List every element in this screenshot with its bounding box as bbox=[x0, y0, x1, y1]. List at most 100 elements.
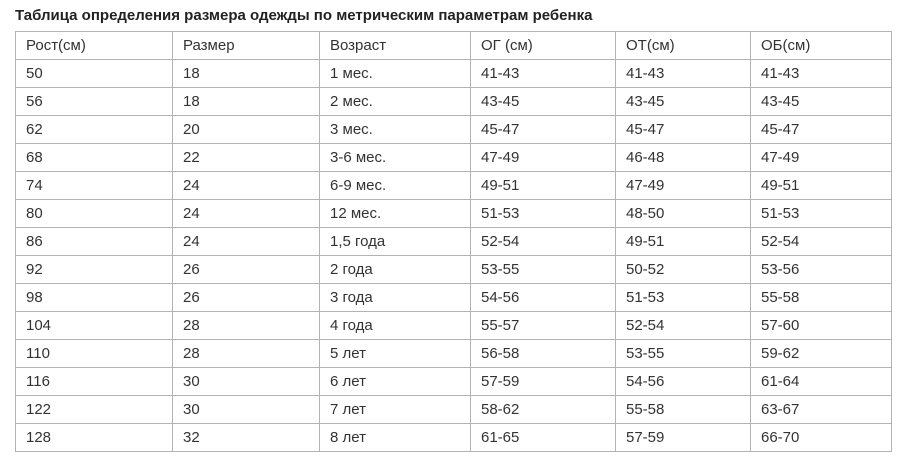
table-cell: 45-47 bbox=[615, 115, 751, 144]
table-cell: 50-52 bbox=[615, 255, 751, 284]
table-body: 50 18 1 мес. 41-43 41-43 41-43 56 18 2 мес. 43-45… bbox=[15, 59, 892, 452]
table-cell: 43-45 bbox=[470, 87, 616, 116]
table-cell: 80 bbox=[15, 199, 173, 228]
table-cell: 8 лет bbox=[319, 423, 471, 452]
table-cell: 26 bbox=[172, 255, 320, 284]
table-cell: 2 мес. bbox=[319, 87, 471, 116]
table-cell: 43-45 bbox=[615, 87, 751, 116]
table-cell: 3 мес. bbox=[319, 115, 471, 144]
table-row: 92 26 2 года 53-55 50-52 53-56 bbox=[15, 255, 892, 284]
table-cell: 28 bbox=[172, 311, 320, 340]
table-cell: 92 bbox=[15, 255, 173, 284]
column-header: Возраст bbox=[319, 31, 471, 60]
table-cell: 54-56 bbox=[470, 283, 616, 312]
table-cell: 1,5 года bbox=[319, 227, 471, 256]
table-cell: 53-55 bbox=[470, 255, 616, 284]
table-cell: 1 мес. bbox=[319, 59, 471, 88]
table-row: 128 32 8 лет 61-65 57-59 66-70 bbox=[15, 423, 892, 452]
size-table: Рост(см) Размер Возраст ОГ (см) ОТ(см) ОБ(см)… bbox=[15, 31, 892, 452]
table-row: 86 24 1,5 года 52-54 49-51 52-54 bbox=[15, 227, 892, 256]
table-row: 56 18 2 мес. 43-45 43-45 43-45 bbox=[15, 87, 892, 116]
table-cell: 110 bbox=[15, 339, 173, 368]
table-cell: 57-60 bbox=[750, 311, 892, 340]
table-cell: 56-58 bbox=[470, 339, 616, 368]
column-header: ОГ (см) bbox=[470, 31, 616, 60]
table-cell: 104 bbox=[15, 311, 173, 340]
table-cell: 5 лет bbox=[319, 339, 471, 368]
table-row: 98 26 3 года 54-56 51-53 55-58 bbox=[15, 283, 892, 312]
table-cell: 128 bbox=[15, 423, 173, 452]
table-cell: 47-49 bbox=[750, 143, 892, 172]
table-row: 62 20 3 мес. 45-47 45-47 45-47 bbox=[15, 115, 892, 144]
table-cell: 52-54 bbox=[615, 311, 751, 340]
table-cell: 24 bbox=[172, 171, 320, 200]
page-title: Таблица определения размера одежды по ме… bbox=[15, 7, 593, 24]
table-cell: 55-58 bbox=[750, 283, 892, 312]
table-cell: 52-54 bbox=[750, 227, 892, 256]
table-cell: 53-55 bbox=[615, 339, 751, 368]
table-cell: 3-6 мес. bbox=[319, 143, 471, 172]
table-cell: 66-70 bbox=[750, 423, 892, 452]
table-row: 104 28 4 года 55-57 52-54 57-60 bbox=[15, 311, 892, 340]
table-cell: 41-43 bbox=[470, 59, 616, 88]
table-cell: 98 bbox=[15, 283, 173, 312]
table-cell: 51-53 bbox=[615, 283, 751, 312]
table-header-row: Рост(см) Размер Возраст ОГ (см) ОТ(см) ОБ(см) bbox=[15, 31, 892, 60]
table-cell: 122 bbox=[15, 395, 173, 424]
table-cell: 24 bbox=[172, 227, 320, 256]
table-cell: 41-43 bbox=[615, 59, 751, 88]
table-cell: 50 bbox=[15, 59, 173, 88]
table-cell: 53-56 bbox=[750, 255, 892, 284]
table-cell: 45-47 bbox=[750, 115, 892, 144]
table-cell: 86 bbox=[15, 227, 173, 256]
table-row: 122 30 7 лет 58-62 55-58 63-67 bbox=[15, 395, 892, 424]
table-row: 50 18 1 мес. 41-43 41-43 41-43 bbox=[15, 59, 892, 88]
table-cell: 18 bbox=[172, 87, 320, 116]
table-cell: 32 bbox=[172, 423, 320, 452]
table-cell: 52-54 bbox=[470, 227, 616, 256]
table-cell: 3 года bbox=[319, 283, 471, 312]
table-head: Рост(см) Размер Возраст ОГ (см) ОТ(см) ОБ(см) bbox=[15, 31, 892, 60]
table-cell: 24 bbox=[172, 199, 320, 228]
table-cell: 47-49 bbox=[470, 143, 616, 172]
table-cell: 28 bbox=[172, 339, 320, 368]
column-header: ОБ(см) bbox=[750, 31, 892, 60]
table-cell: 20 bbox=[172, 115, 320, 144]
table-cell: 68 bbox=[15, 143, 173, 172]
table-cell: 63-67 bbox=[750, 395, 892, 424]
table-cell: 56 bbox=[15, 87, 173, 116]
table-cell: 30 bbox=[172, 395, 320, 424]
table-cell: 6 лет bbox=[319, 367, 471, 396]
table-cell: 57-59 bbox=[615, 423, 751, 452]
table-cell: 55-58 bbox=[615, 395, 751, 424]
table-cell: 18 bbox=[172, 59, 320, 88]
table-cell: 74 bbox=[15, 171, 173, 200]
column-header: ОТ(см) bbox=[615, 31, 751, 60]
table-cell: 22 bbox=[172, 143, 320, 172]
table-cell: 48-50 bbox=[615, 199, 751, 228]
table-cell: 26 bbox=[172, 283, 320, 312]
table-cell: 58-62 bbox=[470, 395, 616, 424]
table-cell: 46-48 bbox=[615, 143, 751, 172]
table-cell: 62 bbox=[15, 115, 173, 144]
table-cell: 54-56 bbox=[615, 367, 751, 396]
table-cell: 51-53 bbox=[470, 199, 616, 228]
table-cell: 2 года bbox=[319, 255, 471, 284]
table-cell: 49-51 bbox=[750, 171, 892, 200]
table-cell: 49-51 bbox=[470, 171, 616, 200]
table-cell: 30 bbox=[172, 367, 320, 396]
table-cell: 49-51 bbox=[615, 227, 751, 256]
table-row: 110 28 5 лет 56-58 53-55 59-62 bbox=[15, 339, 892, 368]
column-header: Рост(см) bbox=[15, 31, 173, 60]
table-cell: 57-59 bbox=[470, 367, 616, 396]
table-cell: 6-9 мес. bbox=[319, 171, 471, 200]
table-cell: 51-53 bbox=[750, 199, 892, 228]
table-cell: 59-62 bbox=[750, 339, 892, 368]
table-cell: 7 лет bbox=[319, 395, 471, 424]
table-cell: 61-65 bbox=[470, 423, 616, 452]
table-cell: 45-47 bbox=[470, 115, 616, 144]
table-cell: 47-49 bbox=[615, 171, 751, 200]
table-cell: 116 bbox=[15, 367, 173, 396]
column-header: Размер bbox=[172, 31, 320, 60]
